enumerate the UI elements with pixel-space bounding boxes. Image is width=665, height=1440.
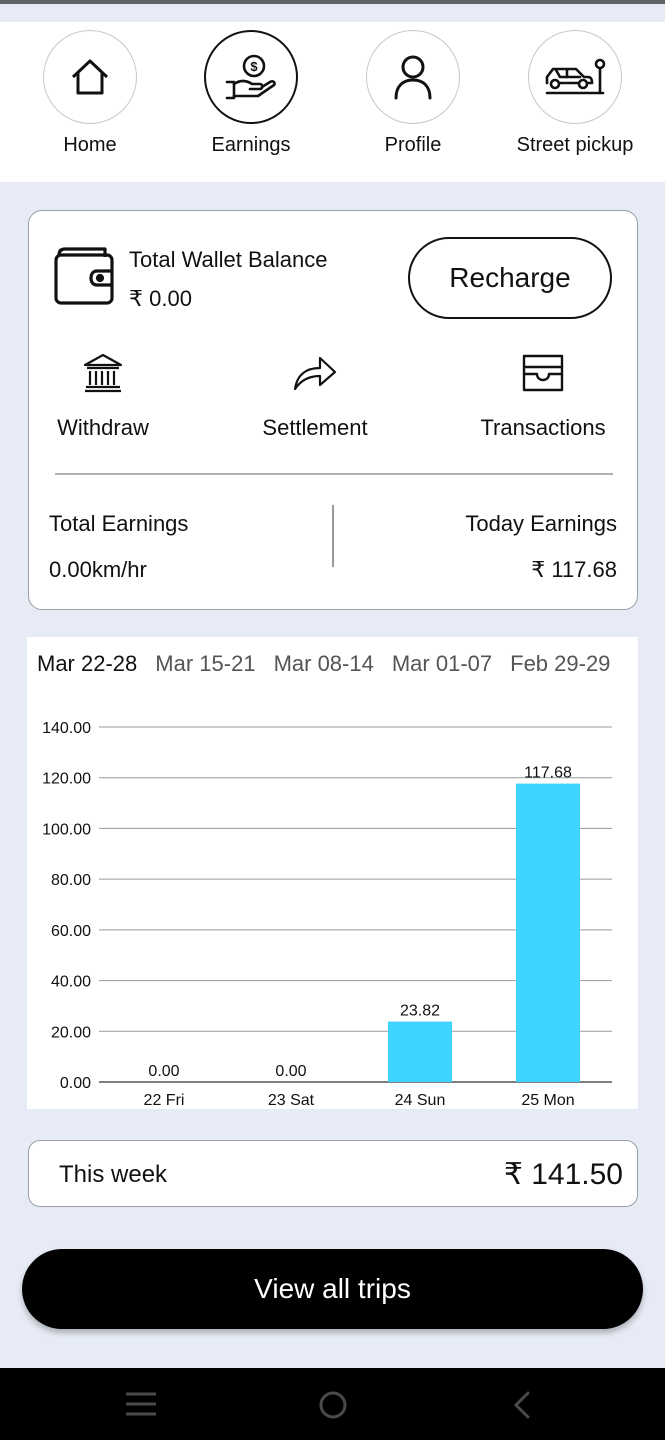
profile-icon — [394, 55, 432, 100]
this-week-label: This week — [59, 1161, 168, 1188]
bar-value-label: 0.00 — [148, 1063, 179, 1080]
nav-item-profile[interactable]: Profile — [343, 30, 483, 157]
wallet-divider — [55, 473, 613, 475]
nav-item-earnings[interactable]: $ Earnings — [181, 30, 321, 157]
week-tab-mar-01-07[interactable]: Mar 01-07 — [391, 651, 493, 676]
settlement-action[interactable]: Settlement — [257, 349, 373, 441]
today-earnings-value: ₹ 117.68 — [531, 557, 617, 582]
x-tick-label: 22 Fri — [144, 1092, 185, 1109]
system-navigation-bar — [0, 1368, 665, 1440]
withdraw-label: Withdraw — [57, 415, 149, 440]
y-tick-label: 40.00 — [51, 974, 91, 991]
bar-value-label: 23.82 — [400, 1003, 440, 1020]
back-icon[interactable] — [510, 1390, 534, 1420]
nav-label-earnings: Earnings — [211, 134, 291, 156]
y-tick-label: 120.00 — [42, 771, 91, 788]
wallet-balance-value: ₹ 0.00 — [129, 286, 192, 311]
week-tab-mar-22-28[interactable]: Mar 22-28 — [37, 651, 138, 676]
y-tick-label: 20.00 — [51, 1024, 91, 1041]
nav-label-street-pickup: Street pickup — [516, 134, 634, 156]
menu-icon[interactable] — [124, 1390, 158, 1418]
nav-item-home[interactable]: Home — [20, 30, 160, 157]
transactions-label: Transactions — [480, 415, 606, 440]
total-earnings-label: Total Earnings — [49, 511, 189, 536]
svg-text:$: $ — [250, 59, 258, 74]
home-icon — [71, 59, 109, 95]
earnings-divider — [332, 505, 334, 567]
home-circle-icon[interactable] — [317, 1390, 349, 1420]
y-tick-label: 0.00 — [60, 1075, 91, 1092]
earnings-icon: $ — [225, 54, 276, 100]
status-bar-gap — [0, 4, 665, 22]
home-button[interactable] — [43, 30, 137, 124]
x-tick-label: 25 Mon — [521, 1092, 574, 1109]
bar-value-label: 117.68 — [524, 765, 572, 782]
nav-label-profile: Profile — [384, 134, 442, 156]
week-tab-mar-15-21[interactable]: Mar 15-21 — [155, 651, 256, 676]
bank-icon — [83, 353, 123, 393]
wallet-balance-title: Total Wallet Balance — [129, 247, 328, 272]
week-tab-mar-08-14[interactable]: Mar 08-14 — [273, 651, 374, 676]
nav-item-street-pickup[interactable]: Street pickup — [505, 30, 645, 157]
bar — [516, 783, 580, 1082]
bar-value-label: 0.00 — [275, 1063, 306, 1080]
recharge-button[interactable]: Recharge — [408, 237, 612, 319]
wallet-icon — [54, 247, 114, 305]
status-bar-strip — [0, 0, 665, 4]
y-tick-label: 140.00 — [42, 720, 91, 737]
transactions-icon — [522, 354, 564, 392]
transactions-action[interactable]: Transactions — [475, 349, 611, 441]
nav-label-home: Home — [63, 134, 117, 156]
wallet-card: Total Wallet Balance ₹ 0.00 Recharge Wit… — [28, 210, 638, 610]
y-tick-label: 100.00 — [42, 821, 91, 838]
total-earnings-value: 0.00km/hr — [49, 557, 147, 582]
earnings-bar-chart: 0.00 20.00 40.00 60.00 80.00 100.00 120.00 140.… — [42, 720, 612, 1109]
street-pickup-button[interactable] — [528, 30, 622, 124]
view-all-trips-button[interactable]: View all trips — [22, 1249, 643, 1329]
withdraw-action[interactable]: Withdraw — [53, 349, 153, 441]
profile-button[interactable] — [366, 30, 460, 124]
earnings-chart-panel: Mar 22-28 Mar 15-21 Mar 08-14 Mar 01-07 Feb … — [27, 637, 638, 1109]
x-tick-label: 23 Sat — [268, 1092, 315, 1109]
earnings-button[interactable]: $ — [204, 30, 298, 124]
y-tick-label: 80.00 — [51, 872, 91, 889]
week-tabs: Mar 22-28 Mar 15-21 Mar 08-14 Mar 01-07 Feb … — [37, 651, 628, 677]
top-navigation: Home $ Earnings Profile — [0, 22, 665, 182]
this-week-value: ₹ 141.50 — [503, 1158, 623, 1191]
week-tab-feb-29-29[interactable]: Feb 29-29 — [510, 651, 611, 676]
x-tick-label: 24 Sun — [395, 1092, 446, 1109]
this-week-card: This week ₹ 141.50 — [28, 1140, 638, 1207]
settlement-label: Settlement — [262, 415, 368, 440]
y-tick-label: 60.00 — [51, 923, 91, 940]
street-pickup-icon — [545, 58, 606, 95]
today-earnings-label: Today Earnings — [465, 511, 617, 536]
share-arrow-icon — [293, 356, 337, 391]
bar — [388, 1021, 452, 1082]
